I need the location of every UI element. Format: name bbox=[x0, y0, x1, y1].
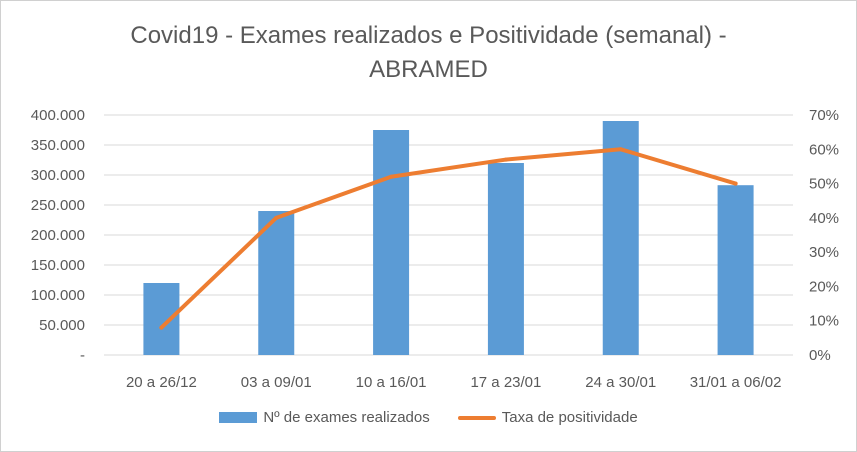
point-positivity bbox=[733, 181, 738, 186]
chart-title: Covid19 - Exames realizados e Positivida… bbox=[1, 19, 856, 87]
x-tick-label: 03 a 09/01 bbox=[241, 374, 312, 391]
y-left-tick-label: 400.000 bbox=[31, 107, 85, 124]
point-positivity bbox=[159, 325, 164, 330]
y-right-tick-label: 50% bbox=[809, 176, 839, 193]
y-right-tick-label: 40% bbox=[809, 210, 839, 227]
point-positivity bbox=[618, 147, 623, 152]
legend-label-exams: Nº de exames realizados bbox=[263, 409, 430, 426]
legend-item-exams: Nº de exames realizados bbox=[219, 409, 430, 426]
y-left-tick-label: 350.000 bbox=[31, 137, 85, 154]
bar-exams bbox=[487, 163, 524, 355]
y-left-tick-label: 50.000 bbox=[39, 317, 85, 334]
legend-item-positivity: Taxa de positividade bbox=[457, 409, 638, 426]
legend-swatch-exams bbox=[219, 412, 258, 423]
y-left-tick-label: 100.000 bbox=[31, 287, 85, 304]
legend-label-positivity: Taxa de positividade bbox=[501, 409, 638, 426]
point-positivity bbox=[389, 174, 394, 179]
y-left-tick-label: 250.000 bbox=[31, 197, 85, 214]
bar-exams bbox=[602, 121, 639, 355]
chart-title-line-1: Covid19 - Exames realizados e Positivida… bbox=[130, 22, 727, 49]
point-positivity bbox=[274, 215, 279, 220]
chart-title-line-2: ABRAMED bbox=[369, 56, 488, 83]
x-tick-label: 24 a 30/01 bbox=[585, 374, 656, 391]
chart-legend: Nº de exames realizados Taxa de positivi… bbox=[1, 409, 856, 426]
y-left-tick-label: 200.000 bbox=[31, 227, 85, 244]
bar-exams bbox=[717, 185, 754, 355]
y-right-tick-label: 70% bbox=[809, 107, 839, 124]
bar-exams bbox=[258, 211, 295, 355]
y-left-tick-label: 150.000 bbox=[31, 257, 85, 274]
legend-swatch-positivity bbox=[457, 415, 496, 420]
y-right-tick-label: 20% bbox=[809, 278, 839, 295]
y-right-tick-label: 10% bbox=[809, 313, 839, 330]
line-positivity bbox=[159, 147, 738, 330]
bar-exams bbox=[143, 283, 180, 355]
x-tick-label: 10 a 16/01 bbox=[356, 374, 427, 391]
y-right-tick-label: 0% bbox=[809, 347, 831, 364]
x-tick-label: 17 a 23/01 bbox=[470, 374, 541, 391]
y-right-tick-label: 60% bbox=[809, 141, 839, 158]
y-left-tick-label: 300.000 bbox=[31, 167, 85, 184]
y-left-tick-label: - bbox=[80, 347, 85, 364]
x-tick-label: 20 a 26/12 bbox=[126, 374, 197, 391]
point-positivity bbox=[503, 157, 508, 162]
x-tick-label: 31/01 a 06/02 bbox=[690, 374, 782, 391]
bar-exams bbox=[373, 130, 410, 355]
y-right-tick-label: 30% bbox=[809, 244, 839, 261]
